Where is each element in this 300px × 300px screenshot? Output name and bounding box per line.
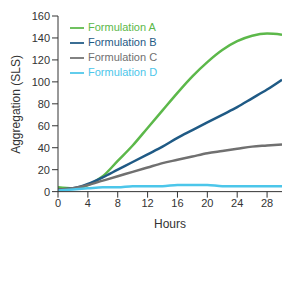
svg-text:140: 140 — [32, 32, 50, 44]
html-text:Formulation B: Formulation B — [88, 36, 157, 49]
svg-text:8: 8 — [115, 197, 121, 209]
svg-text:16: 16 — [171, 197, 183, 209]
svg-text:0: 0 — [44, 186, 50, 198]
svg-text:20: 20 — [201, 197, 213, 209]
svg-text:40: 40 — [38, 142, 50, 154]
svg-text:80: 80 — [38, 98, 50, 110]
svg-text:24: 24 — [231, 197, 243, 209]
svg-text:12: 12 — [141, 197, 153, 209]
html-text:Formulation C: Formulation C — [88, 51, 158, 64]
svg-text:20: 20 — [38, 164, 50, 176]
svg-text:0: 0 — [55, 197, 61, 209]
svg-text:Hours: Hours — [154, 217, 186, 231]
html-text:Formulation A: Formulation A — [88, 21, 156, 33]
svg-text:28: 28 — [261, 197, 273, 209]
svg-text:4: 4 — [85, 197, 91, 209]
html-text:Formulation D: Formulation D — [88, 66, 158, 79]
svg-text:100: 100 — [32, 76, 50, 88]
svg-text:Aggregation (SLS): Aggregation (SLS) — [9, 55, 23, 154]
svg-text:160: 160 — [32, 10, 50, 22]
svg-text:120: 120 — [32, 54, 50, 66]
svg-text:60: 60 — [38, 120, 50, 132]
